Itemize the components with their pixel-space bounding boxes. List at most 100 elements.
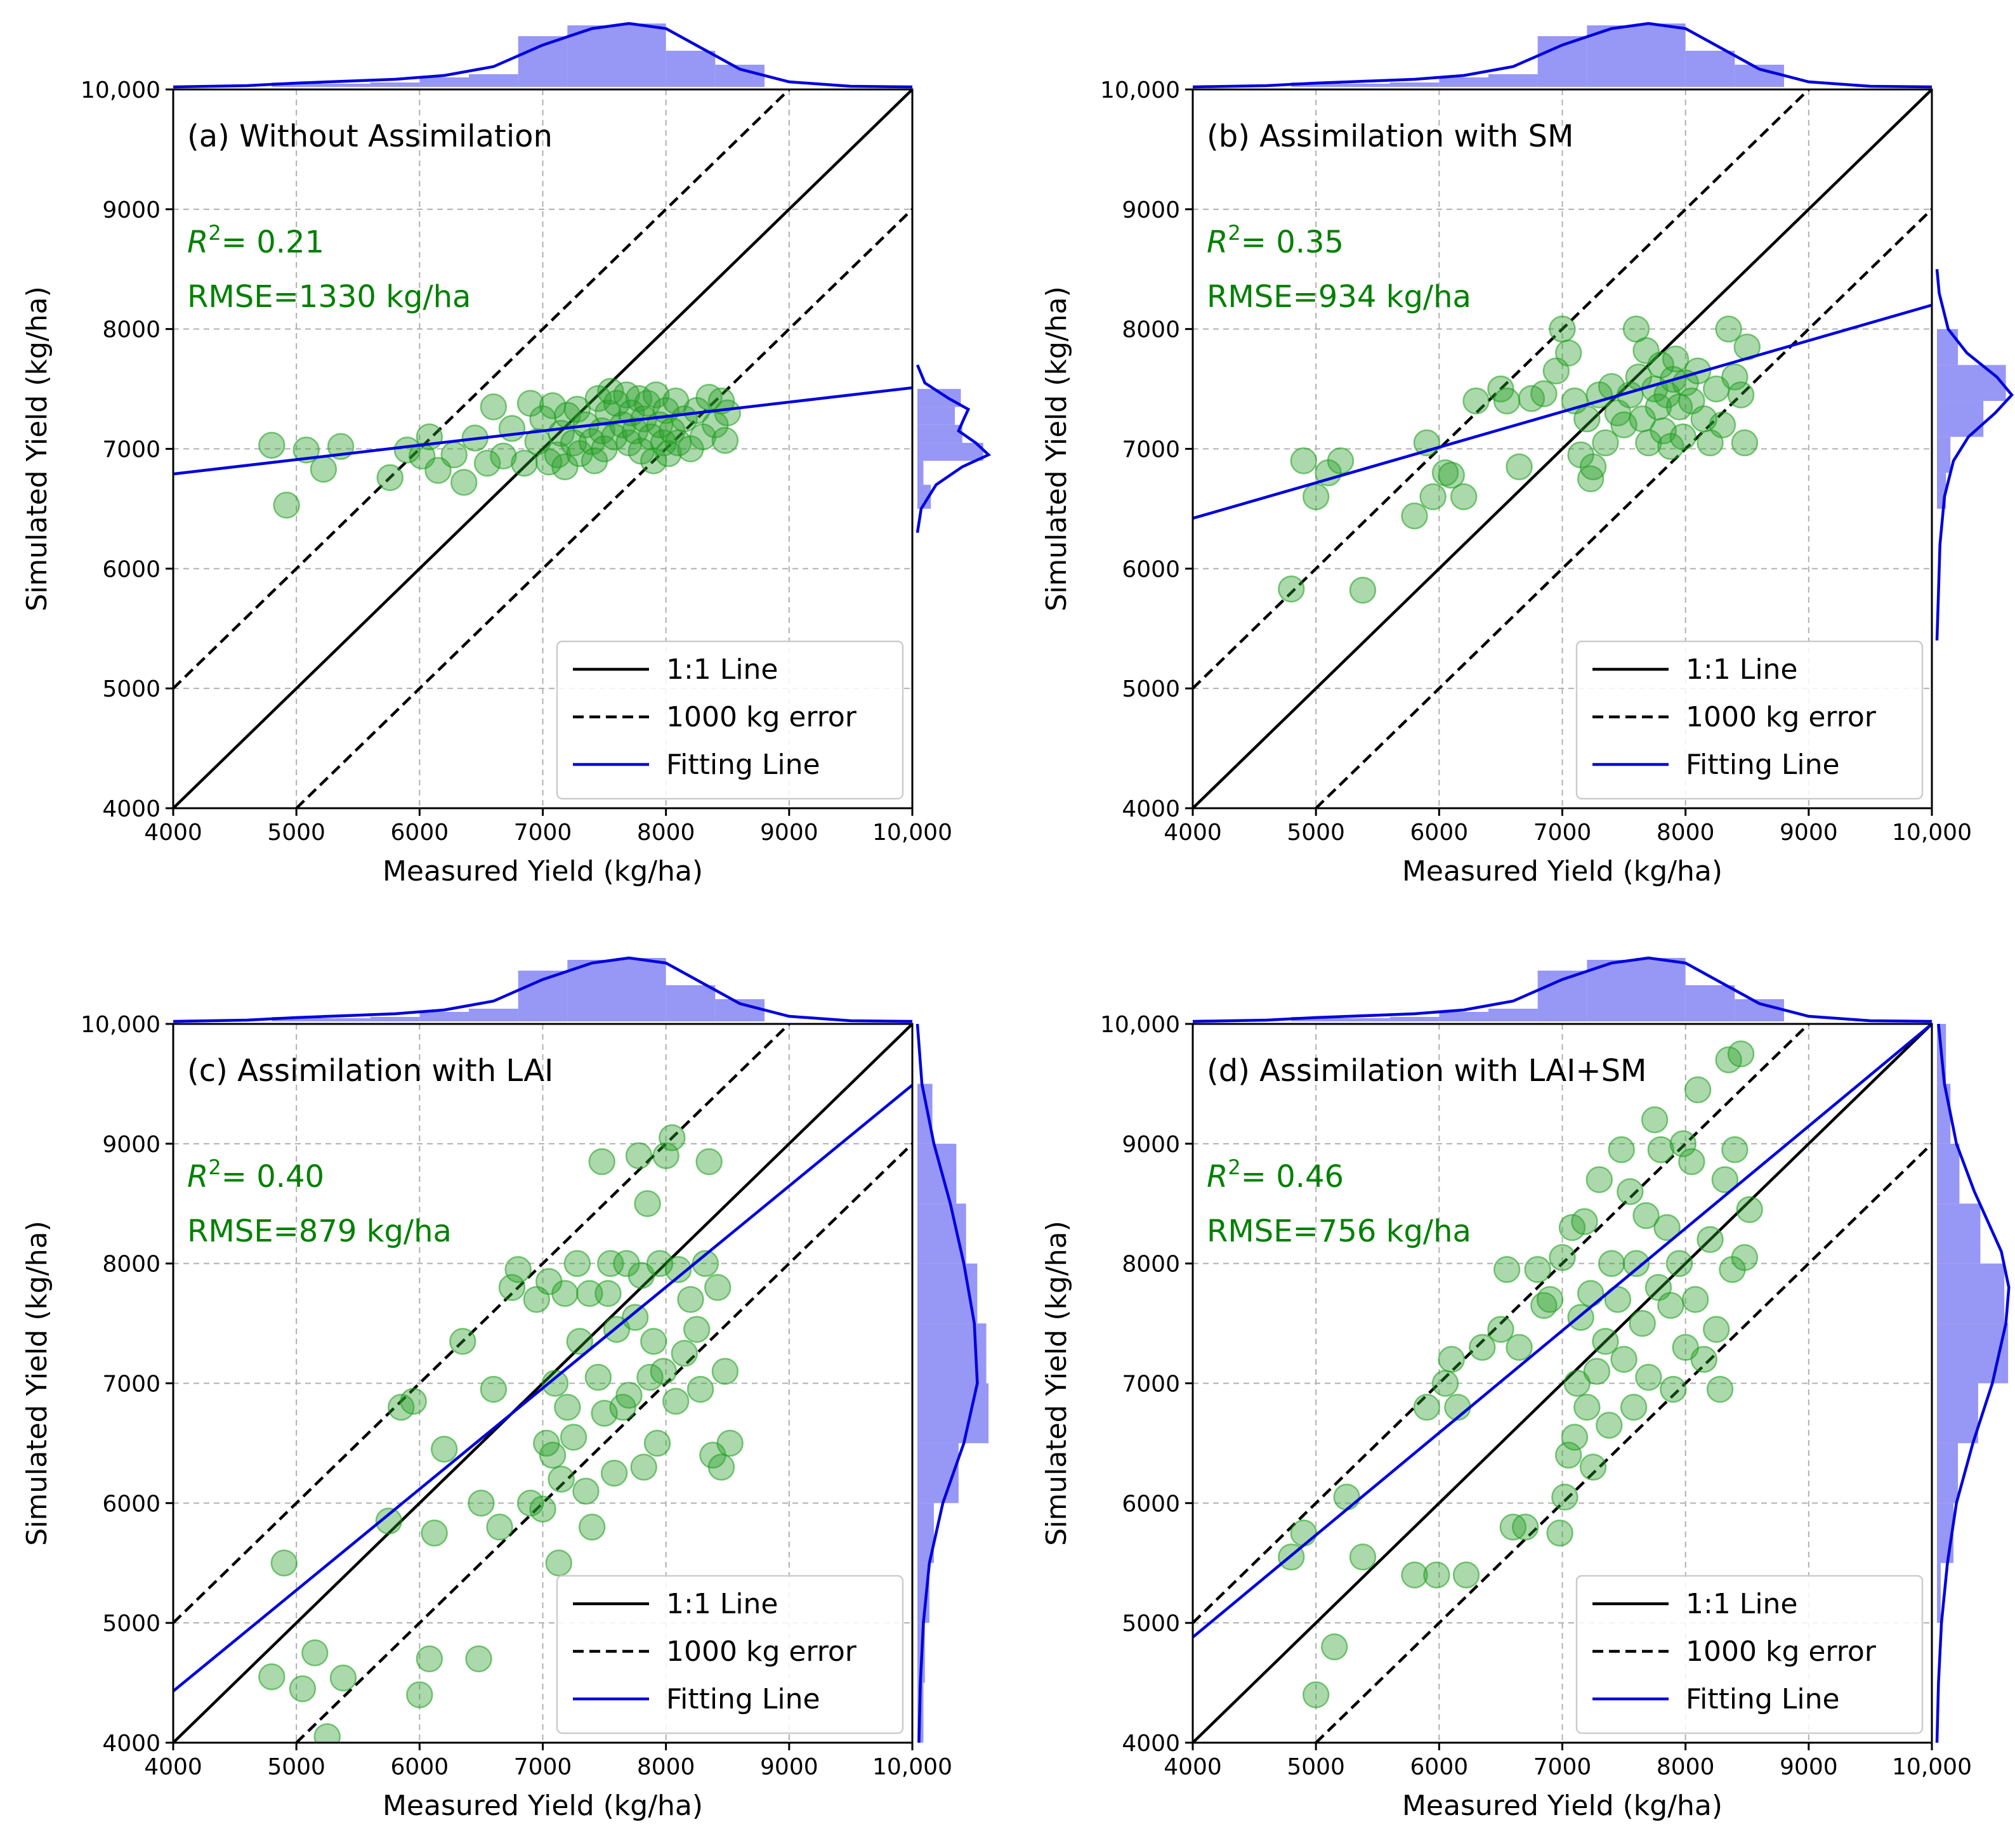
right-histogram-bar: [1937, 1263, 2005, 1324]
scatter-point: [329, 1664, 357, 1692]
scatter-point: [1608, 1136, 1635, 1163]
scatter-point: [1561, 1424, 1589, 1451]
legend-box: [556, 1575, 904, 1734]
x-tick-label: 6000: [1410, 820, 1469, 846]
right-histogram-bar: [1937, 1383, 1978, 1443]
y-tick-label: 6000: [102, 556, 161, 582]
scatter-point: [1727, 381, 1755, 409]
scatter-point: [1438, 461, 1465, 489]
scatter-point: [1697, 1226, 1724, 1254]
scatter-point: [1641, 1106, 1669, 1134]
scatter-point: [572, 1478, 600, 1505]
right-kde-curve: [916, 364, 992, 534]
right-histogram-bar: [1937, 1443, 1959, 1504]
scatter-point: [1585, 1166, 1613, 1193]
scatter-point: [1604, 1286, 1632, 1313]
right-histogram-bar: [1937, 1084, 1951, 1144]
upper-error-line: [1193, 1024, 1810, 1624]
right-histogram-bar: [1937, 1203, 1981, 1264]
scatter-point: [695, 1148, 723, 1176]
scatter-point: [535, 449, 563, 476]
x-tick-label: 8000: [1657, 1754, 1715, 1780]
top-histogram-bar: [370, 1017, 420, 1021]
y-tick-label: 6000: [102, 1491, 161, 1517]
scatter-point: [1419, 483, 1447, 511]
legend-label-error-band: 1000 kg error: [666, 701, 857, 733]
right-histogram-bar: [917, 1263, 978, 1324]
scatter-point: [634, 1190, 661, 1217]
right-histogram-bar: [1937, 1563, 1941, 1623]
panel-a: 4000 5000 6000 7000 8000 9000 10,000 4000 5000 60…: [21, 22, 992, 888]
top-histogram-bar: [1587, 25, 1636, 87]
panel-title: (c) Assimilation with LAI: [187, 1053, 553, 1089]
scatter-point: [421, 1519, 448, 1547]
scatter-point: [440, 441, 468, 469]
right-marginal: [916, 364, 992, 534]
scatter-point: [270, 1549, 298, 1576]
top-histogram-bar: [469, 74, 518, 87]
scatter-point: [1620, 1394, 1648, 1421]
scatter-point: [468, 1490, 495, 1517]
top-histogram-bar: [1685, 985, 1735, 1021]
legend-box: [1575, 1575, 1924, 1734]
scatter-point: [416, 1645, 443, 1673]
legend: 1:1 Line 1000 kg error Fitting Line: [1575, 1575, 1924, 1734]
legend-label-one-to-one: 1:1 Line: [1686, 1588, 1798, 1620]
scatter-point: [551, 1280, 579, 1307]
scatter-point: [1530, 380, 1558, 407]
scatter-point: [1452, 1561, 1480, 1589]
scatter-point: [258, 431, 286, 459]
panel-c: 4000 5000 6000 7000 8000 9000 10,000 4000 5000 60…: [21, 956, 989, 1822]
scatter-point: [539, 1441, 567, 1469]
scatter-point: [659, 1124, 686, 1151]
scatter-point: [1462, 387, 1490, 415]
y-tick-label: 4000: [102, 796, 161, 822]
top-histogram-bar: [666, 51, 716, 87]
scatter-point: [1736, 1196, 1763, 1223]
scatter-point: [1709, 411, 1736, 438]
top-histogram-bar: [1389, 1017, 1440, 1021]
scatter-point: [1549, 1243, 1576, 1271]
y-tick-label: 8000: [102, 317, 161, 343]
scatter-point: [1573, 1394, 1601, 1421]
scatter-point: [677, 1286, 704, 1313]
scatter-point: [1579, 1453, 1607, 1481]
scatter-point: [671, 1340, 699, 1367]
scatter-point: [711, 427, 739, 454]
scatter-point: [490, 442, 517, 470]
scatter-point: [1302, 1681, 1330, 1708]
plot-area: [1193, 1024, 1932, 1743]
scatter-point: [498, 1274, 526, 1301]
y-tick-label: 10,000: [1100, 77, 1180, 103]
x-tick-label: 6000: [391, 820, 449, 846]
scatter-point: [387, 1394, 415, 1421]
panel-b: 4000 5000 6000 7000 8000 9000 10,000 4000 5000 60…: [1040, 22, 2014, 888]
x-tick-label: 7000: [514, 820, 572, 846]
fitting-line: [1193, 303, 1932, 520]
scatter-point: [1551, 1483, 1579, 1511]
right-kde-curve: [1935, 1023, 2011, 1743]
y-tick-label: 9000: [1122, 1132, 1180, 1158]
scatter-point: [1681, 1286, 1709, 1313]
one-to-one-line: [1193, 1024, 1932, 1743]
scatter-point: [1711, 1166, 1739, 1193]
right-histogram-bar: [1937, 436, 1951, 473]
scatter-point: [1622, 1250, 1650, 1277]
x-tick-label: 7000: [1533, 1754, 1592, 1780]
scatter-point: [1558, 1214, 1586, 1242]
scatter-point: [1657, 1292, 1684, 1320]
scatter-point: [1579, 453, 1607, 481]
fitting-line: [173, 1084, 912, 1693]
scatter-point: [498, 415, 526, 442]
top-histogram-bar: [567, 25, 617, 87]
fitting-line: [173, 386, 912, 476]
y-axis-label: Simulated Yield (kg/ha): [21, 1221, 53, 1546]
x-tick-label: 10,000: [1892, 1754, 1972, 1780]
scatter-point: [480, 393, 508, 421]
scatter-point: [1665, 1250, 1693, 1277]
top-histogram-bar: [272, 1017, 321, 1021]
scatter-point: [560, 1424, 587, 1451]
top-histogram-bar: [666, 985, 716, 1021]
right-histogram-bar: [917, 407, 955, 425]
